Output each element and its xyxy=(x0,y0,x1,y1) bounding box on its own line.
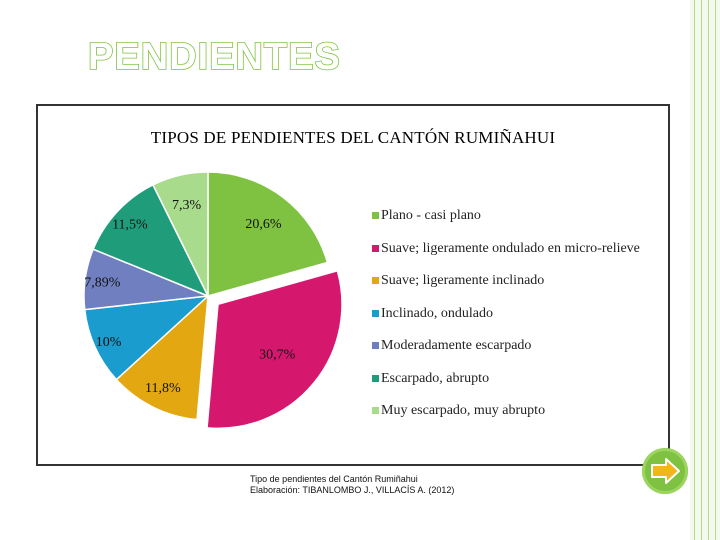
pie-slice xyxy=(207,171,329,297)
data-label: 7,89% xyxy=(84,275,121,290)
legend-label: Suave; ligeramente ondulado en micro-rel… xyxy=(381,240,640,256)
data-label: 11,8% xyxy=(145,381,181,396)
data-label: 11,5% xyxy=(112,217,148,232)
decor-stripe xyxy=(701,0,702,540)
legend-label: Suave; ligeramente inclinado xyxy=(381,273,545,288)
legend-label: Plano - casi plano xyxy=(381,208,481,223)
decor-stripe xyxy=(694,0,695,540)
arrow-right-icon xyxy=(651,458,680,484)
legend-swatch xyxy=(372,374,379,382)
pie-slice xyxy=(151,171,209,297)
legend-swatch xyxy=(372,407,379,414)
caption-line-1: Tipo de pendientes del Cantón Rumiñahui xyxy=(250,474,418,484)
legend-label: Escarpado, abrupto xyxy=(381,370,490,386)
legend-swatch xyxy=(372,309,379,317)
slide-title: PENDIENTES xyxy=(87,35,341,79)
chart-container: TIPOS DE PENDIENTES DEL CANTÓN RUMIÑAHUI… xyxy=(36,104,670,466)
pie-slice xyxy=(83,295,211,381)
data-label: 10% xyxy=(96,335,122,350)
figure-caption: Tipo de pendientes del Cantón Rumiñahui … xyxy=(250,474,454,496)
data-label: 7,3% xyxy=(172,198,202,213)
pie-chart: 20,6% 30,7% 11,8% 10% 7,89% 11,5% 7,3% xyxy=(83,171,343,430)
decor-stripe xyxy=(715,0,716,540)
decor-stripe xyxy=(708,0,709,540)
chart-title: TIPOS DE PENDIENTES DEL CANTÓN RUMIÑAHUI xyxy=(150,128,556,147)
legend-swatch xyxy=(372,277,379,284)
pie-slice xyxy=(92,183,210,298)
pie-slice xyxy=(115,294,209,421)
pie-slice xyxy=(206,269,343,430)
legend-label: Inclinado, ondulado xyxy=(381,305,493,321)
legend-label: Moderadamente escarpado xyxy=(381,338,532,353)
legend-swatch xyxy=(372,244,379,252)
legend-swatch xyxy=(372,212,379,219)
legend-swatch xyxy=(372,342,379,349)
legend-label: Muy escarpado, muy abrupto xyxy=(381,403,546,418)
caption-line-2: Elaboración: TIBANLOMBO J., VILLACÍS A. … xyxy=(250,485,455,495)
data-label: 30,7% xyxy=(259,347,296,362)
next-slide-button[interactable] xyxy=(642,448,688,494)
data-label: 20,6% xyxy=(245,217,282,232)
